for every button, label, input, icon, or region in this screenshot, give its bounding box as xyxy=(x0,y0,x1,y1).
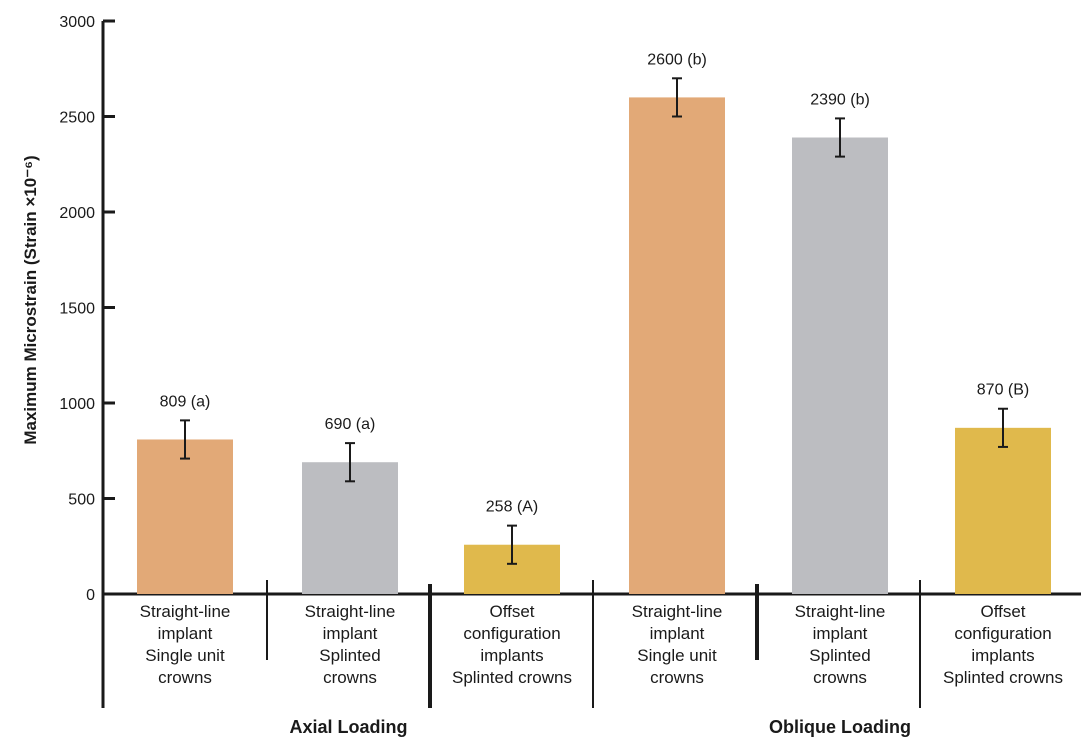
bar xyxy=(137,439,233,594)
axes xyxy=(101,19,1081,708)
y-axis-label: Maximum Microstrain (Strain ×10⁻⁶) xyxy=(21,155,40,444)
bars xyxy=(137,77,1051,595)
data-label: 690 (a) xyxy=(325,416,376,433)
category-label: Offset configuration implants Splinted crow… xyxy=(452,602,572,687)
category-label-line: Single unit xyxy=(145,646,225,665)
category-label: Straight-line implant Single unit crowns xyxy=(632,602,723,687)
category-label: Straight-line implant Splinted crowns xyxy=(305,602,396,687)
y-tick-label: 2500 xyxy=(59,110,95,127)
category-label-line: implant xyxy=(650,624,705,643)
labels: 0 500 1000 1500 2000 2500 3000 809 (a) Straight-… xyxy=(59,14,1063,737)
category-label-line: Splinted crowns xyxy=(452,668,572,687)
y-tick-label: 500 xyxy=(68,492,95,509)
y-tick-label: 3000 xyxy=(59,14,95,31)
category-label: Straight-line implant Splinted crowns xyxy=(795,602,886,687)
category-label-line: Splinted crowns xyxy=(943,668,1063,687)
category-label-line: crowns xyxy=(650,668,704,687)
category-label-line: implant xyxy=(813,624,868,643)
category-label-line: Straight-line xyxy=(140,602,231,621)
category-label: Straight-line implant Single unit crowns xyxy=(140,602,231,687)
data-label: 2600 (b) xyxy=(647,51,707,68)
category-label-line: crowns xyxy=(158,668,212,687)
data-label: 870 (B) xyxy=(977,382,1029,399)
category-label-line: Straight-line xyxy=(795,602,886,621)
group-label: Oblique Loading xyxy=(769,717,911,737)
category-label-line: Straight-line xyxy=(632,602,723,621)
category-label-line: configuration xyxy=(954,624,1051,643)
category-label-line: Splinted xyxy=(319,646,380,665)
y-tick-label: 0 xyxy=(86,587,95,604)
bar xyxy=(955,427,1051,594)
category-label-line: Offset xyxy=(489,602,534,621)
category-label: Offset configuration implants Splinted crow… xyxy=(943,602,1063,687)
bar xyxy=(302,462,398,594)
y-tick-label: 2000 xyxy=(59,205,95,222)
category-label-line: implants xyxy=(480,646,543,665)
category-label-line: Single unit xyxy=(637,646,717,665)
data-label: 258 (A) xyxy=(486,499,538,516)
category-label-line: implant xyxy=(158,624,213,643)
data-label: 2390 (b) xyxy=(810,91,870,108)
bar xyxy=(792,137,888,594)
category-label-line: Straight-line xyxy=(305,602,396,621)
category-label-line: configuration xyxy=(463,624,560,643)
bar xyxy=(629,97,725,595)
y-tick-label: 1500 xyxy=(59,301,95,318)
data-label: 809 (a) xyxy=(160,393,211,410)
category-label-line: Offset xyxy=(980,602,1025,621)
category-label-line: crowns xyxy=(813,668,867,687)
category-label-line: crowns xyxy=(323,668,377,687)
category-label-line: Splinted xyxy=(809,646,870,665)
category-label-line: implants xyxy=(971,646,1034,665)
category-label-line: implant xyxy=(323,624,378,643)
y-tick-label: 1000 xyxy=(59,396,95,413)
group-label: Axial Loading xyxy=(289,717,407,737)
